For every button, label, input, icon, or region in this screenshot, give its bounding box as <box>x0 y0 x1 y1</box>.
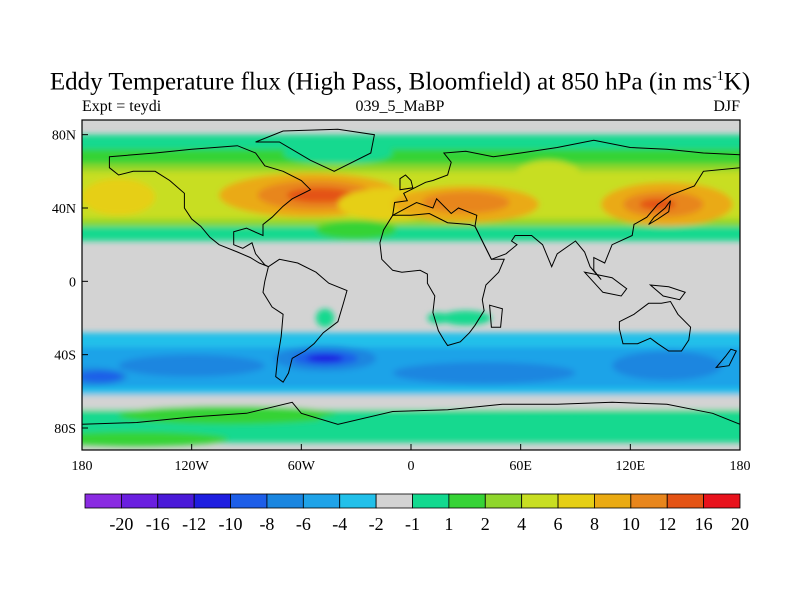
colorbar-swatch <box>666 493 705 509</box>
field-patch <box>392 362 576 384</box>
colorbar-label: 2 <box>481 514 490 534</box>
field-minimum <box>306 354 344 363</box>
title-superscript: -1 <box>712 69 724 84</box>
coastline-new-zealand <box>714 348 738 369</box>
flux-field <box>82 134 740 447</box>
y-tick-label: 0 <box>69 275 76 290</box>
colorbar-label: -16 <box>146 514 170 534</box>
field-patch <box>612 351 722 381</box>
coastline-antarctica <box>82 401 740 450</box>
colorbar: -20 -16 -12 -10 -8 -6 -4 -2 -1 1 2 4 6 8 10 12 16 20 <box>84 493 749 534</box>
coastline-south-america <box>262 258 348 383</box>
season-label: DJF <box>713 98 740 115</box>
x-axis: 180 120W 60W 0 60E 120E 180 <box>72 444 751 474</box>
field-patch <box>283 142 393 164</box>
colorbar-swatch <box>521 493 559 509</box>
x-tick-label: 0 <box>408 459 415 474</box>
colorbar-swatch <box>448 493 486 509</box>
field-band <box>82 149 740 168</box>
colorbar-label: -20 <box>109 514 133 534</box>
colorbar-swatch <box>630 493 668 509</box>
colorbar-swatch <box>84 493 122 509</box>
field-band <box>82 226 740 241</box>
title-text: Eddy Temperature flux (High Pass, Bloomf… <box>49 68 713 96</box>
coastline-eurasia <box>392 139 740 280</box>
colorbar-label: 4 <box>517 514 526 534</box>
field-patch <box>118 406 338 425</box>
y-axis: 80N 40N 0 40S 80S <box>52 129 88 437</box>
colorbar-label: 16 <box>695 514 713 534</box>
field-patch <box>515 160 581 190</box>
coastline-africa <box>379 212 505 347</box>
colorbar-swatch <box>594 493 632 509</box>
field-patch <box>82 178 156 216</box>
field-patch <box>319 409 613 429</box>
colorbar-label: -1 <box>405 514 420 534</box>
coastline-greenland <box>255 128 375 172</box>
colorbar-label: 12 <box>658 514 676 534</box>
colorbar-swatch <box>339 493 377 509</box>
field-maximum <box>286 187 353 203</box>
x-tick-label: 60W <box>288 459 316 474</box>
coastline-new-guinea <box>648 284 687 301</box>
colorbar-swatch <box>157 493 195 509</box>
coastlines <box>82 128 740 450</box>
colorbar-label: 8 <box>590 514 599 534</box>
field-minimum <box>82 371 123 383</box>
colorbar-swatch <box>193 493 231 509</box>
x-tick-label: 120W <box>175 459 210 474</box>
colorbar-label: -8 <box>259 514 274 534</box>
field-patch <box>315 308 335 328</box>
title-unit-suffix: K) <box>723 68 751 96</box>
colorbar-label: 20 <box>731 514 749 534</box>
y-tick-label: 80N <box>52 129 76 144</box>
y-tick-label: 40S <box>54 349 76 364</box>
field-maximum <box>421 191 510 214</box>
colorbar-swatch <box>266 493 304 509</box>
colorbar-swatch <box>375 493 413 509</box>
colorbar-label: 10 <box>622 514 640 534</box>
colorbar-label: 1 <box>444 514 453 534</box>
field-patch <box>440 310 492 326</box>
colorbar-swatch <box>230 493 268 509</box>
colorbar-label: -2 <box>369 514 384 534</box>
colorbar-swatch <box>120 493 159 509</box>
map-title: Eddy Temperature flux (High Pass, Bloomf… <box>0 62 800 97</box>
map-plot-area <box>82 120 740 450</box>
coastline-britain <box>399 174 414 191</box>
colorbar-label: -12 <box>182 514 206 534</box>
x-tick-label: 180 <box>730 459 751 474</box>
field-patch <box>315 220 397 240</box>
coastline-australia <box>618 300 692 352</box>
field-patch <box>118 354 265 377</box>
y-tick-label: 40N <box>52 202 76 217</box>
colorbar-label: 6 <box>554 514 563 534</box>
colorbar-swatch <box>557 493 595 509</box>
colorbar-swatch <box>412 493 450 509</box>
colorbar-swatch <box>703 493 741 509</box>
y-tick-label: 80S <box>54 422 76 437</box>
colorbar-label: -4 <box>332 514 347 534</box>
x-tick-label: 120E <box>616 459 646 474</box>
period-label: 039_5_MaBP <box>355 98 445 115</box>
x-tick-label: 180 <box>72 459 93 474</box>
coastline-japan <box>648 200 671 225</box>
field-patch <box>82 431 229 447</box>
x-tick-label: 60E <box>509 459 532 474</box>
colorbar-label: -10 <box>219 514 243 534</box>
coastline-indonesia <box>583 271 628 297</box>
coastline-north-america <box>108 145 312 268</box>
coastline-madagascar <box>489 304 503 328</box>
field-band <box>82 395 740 410</box>
colorbar-label: -6 <box>296 514 311 534</box>
field-band <box>82 134 740 153</box>
colorbar-swatch <box>302 493 341 509</box>
colorbar-swatch <box>484 493 523 509</box>
experiment-label: Expt = teydi <box>82 98 162 115</box>
